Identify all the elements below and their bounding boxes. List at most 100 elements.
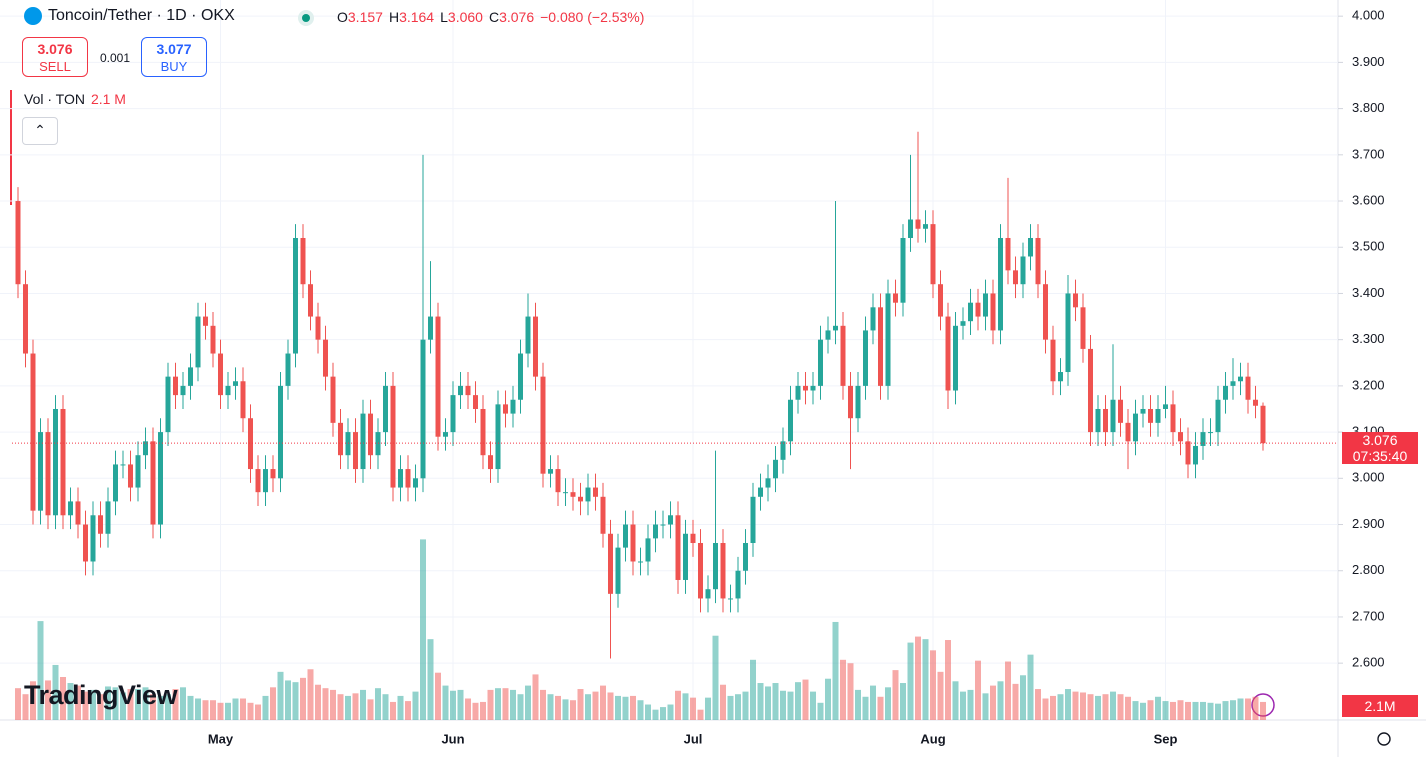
volume-bar: [832, 621, 839, 720]
candle-body: [848, 385, 853, 419]
high-value: 3.164: [399, 9, 435, 25]
price-badge: 3.076 07:35:40: [1342, 432, 1418, 465]
candle-body: [495, 404, 501, 470]
candle-body: [818, 339, 823, 386]
candle-body: [893, 293, 898, 303]
volume-bar: [247, 702, 254, 720]
volume-bar: [135, 689, 141, 720]
candle-body: [720, 543, 726, 599]
candle-body: [1163, 404, 1168, 409]
close-key: C: [488, 9, 500, 25]
candle-body: [578, 496, 583, 502]
volume-bar: [22, 694, 29, 720]
close-value: 3.076: [499, 9, 535, 25]
candle-body: [428, 316, 433, 340]
candle-body: [120, 464, 126, 466]
volume-bar: [517, 694, 524, 720]
volume-name: Vol · TON: [24, 91, 85, 107]
volume-bar: [577, 689, 584, 720]
candle-body: [390, 385, 396, 488]
candle-body: [555, 469, 561, 493]
volume-bar: [1117, 694, 1124, 720]
volume-bar: [810, 691, 816, 720]
candle-body: [1170, 404, 1176, 433]
candle-body: [675, 515, 681, 580]
candle-body: [45, 432, 51, 516]
volume-bar: [1125, 696, 1131, 720]
candle-body: [68, 501, 73, 516]
volume-bar: [622, 696, 629, 720]
candle-body: [278, 385, 283, 479]
volume-bar: [1072, 691, 1079, 720]
volume-bar: [1200, 701, 1206, 720]
candle-body: [458, 385, 463, 396]
candle-body: [975, 302, 981, 317]
volume-bar: [720, 684, 726, 720]
candle-body: [728, 598, 733, 600]
candle-body: [248, 418, 253, 470]
volume-bar: [127, 689, 134, 720]
candle-body: [1230, 381, 1236, 386]
candle-body: [90, 515, 96, 562]
candle-body: [180, 385, 186, 396]
volume-bar: [780, 690, 786, 720]
candle-body: [255, 469, 261, 493]
candle-body: [998, 237, 1003, 331]
volume-bar: [742, 691, 749, 720]
y-tick-label: 3.400: [1352, 285, 1385, 300]
candle-body: [53, 408, 58, 516]
volume-bar: [487, 689, 494, 720]
buy-price: 3.077: [156, 41, 192, 57]
candle-body: [23, 284, 28, 354]
candle-body: [1133, 413, 1138, 442]
candle-body: [270, 469, 276, 479]
candle-body: [638, 561, 643, 563]
y-tick-label: 4.000: [1352, 8, 1385, 23]
volume-bar: [892, 670, 899, 720]
settings-icon[interactable]: [1377, 732, 1391, 746]
volume-bar: [847, 663, 854, 720]
candles: [12, 131, 1338, 659]
candle-body: [285, 353, 291, 386]
candle-body: [855, 385, 861, 419]
candle-body: [758, 487, 763, 497]
candle-body: [315, 316, 321, 340]
y-tick-label: 3.300: [1352, 331, 1385, 346]
volume-bar: [330, 689, 336, 720]
candle-body: [60, 408, 66, 516]
volume-bar: [1057, 694, 1064, 720]
candle-body: [660, 524, 666, 526]
volume-bar: [195, 698, 201, 720]
candle-body: [1110, 399, 1116, 433]
candle-body: [1200, 432, 1206, 446]
volume-bar: [397, 695, 404, 720]
volume-bar: [1177, 700, 1184, 720]
candle-body: [563, 492, 568, 494]
volume-bar: [1155, 696, 1161, 720]
market-status[interactable]: [298, 10, 314, 26]
y-tick-label: 3.500: [1352, 239, 1385, 254]
y-tick-label: 2.900: [1352, 516, 1385, 531]
collapse-button[interactable]: ⌃: [22, 117, 58, 145]
volume-bar: [990, 685, 996, 720]
candle-body: [1035, 237, 1041, 285]
volume-bar: [405, 701, 411, 720]
candle-body: [780, 441, 786, 460]
open-value: 3.157: [347, 9, 383, 25]
candle-body: [1245, 376, 1251, 400]
buy-button[interactable]: 3.077 BUY: [141, 37, 207, 77]
volume-legend: Vol · TON 2.1 M: [24, 91, 126, 107]
symbol-header: Toncoin/Tether · 1D · OKX: [24, 7, 235, 25]
volume-bar: [600, 685, 606, 720]
candle-body: [960, 321, 966, 326]
candle-body: [630, 524, 636, 562]
sell-button[interactable]: 3.076 SELL: [22, 37, 88, 77]
volume-bar: [1095, 695, 1101, 720]
candle-body: [690, 533, 696, 544]
candle-body: [930, 224, 936, 285]
candle-body: [293, 237, 298, 354]
candle-body: [435, 316, 441, 437]
candle-body: [398, 469, 403, 488]
candle-body: [615, 547, 621, 594]
